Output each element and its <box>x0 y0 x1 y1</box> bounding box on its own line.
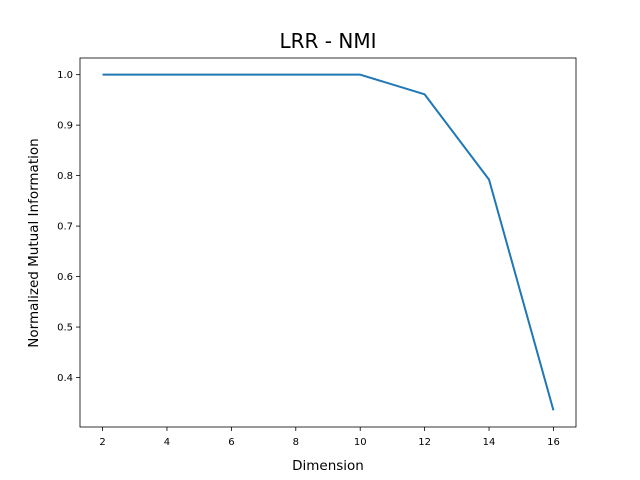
axes-frame <box>79 57 577 428</box>
y-tick-label: 0.9 <box>57 121 73 132</box>
x-tick-label: 14 <box>483 437 496 448</box>
chart-title: LRR - NMI <box>280 29 377 53</box>
x-tick-label: 4 <box>164 437 170 448</box>
y-tick-label: 0.6 <box>57 272 73 283</box>
x-tick-label: 16 <box>547 437 560 448</box>
plot-area: 2 4 6 8 10 12 14 16 0.4 0.5 0.6 0.7 0.8 0.9 1.0 <box>57 57 577 448</box>
y-tick-label: 0.5 <box>57 323 73 334</box>
y-tick-label: 0.4 <box>57 373 73 384</box>
x-tick-label: 8 <box>293 437 299 448</box>
y-tick-label: 0.7 <box>57 222 73 233</box>
x-tick-label: 10 <box>354 437 367 448</box>
series-line-0 <box>102 73 555 411</box>
x-tick-label: 12 <box>418 437 431 448</box>
x-tick-label: 2 <box>99 437 105 448</box>
y-tick-label: 0.8 <box>57 171 73 182</box>
x-tick-label: 6 <box>228 437 234 448</box>
y-tick-label: 1.0 <box>57 70 73 81</box>
x-axis-label: Dimension <box>292 458 364 474</box>
y-axis-label: Normalized Mutual Information <box>26 138 42 347</box>
